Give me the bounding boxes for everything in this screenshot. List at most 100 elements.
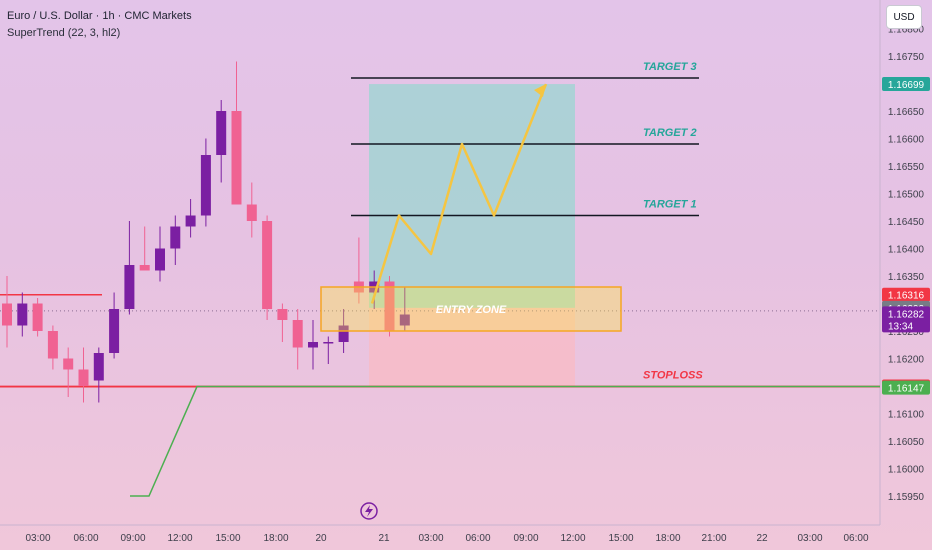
candle <box>399 287 410 331</box>
candle <box>170 215 181 265</box>
y-tick-label: 1.16500 <box>888 190 925 201</box>
candle <box>231 61 242 205</box>
candle-body <box>277 309 288 320</box>
x-tick-label: 15:00 <box>215 533 240 544</box>
x-tick-label: 20 <box>315 533 327 544</box>
x-tick-label: 12:00 <box>560 533 585 544</box>
entry-zone-label: ENTRY ZONE <box>436 304 507 316</box>
y-tick-label: 1.16350 <box>888 272 925 283</box>
candle <box>47 325 58 370</box>
candle <box>308 320 318 370</box>
candle-body <box>78 369 89 386</box>
y-tick-label: 1.16800 <box>888 25 925 36</box>
candle <box>200 138 211 227</box>
candle-body <box>323 342 334 344</box>
x-tick-label: 21:00 <box>701 533 726 544</box>
candle-body <box>308 342 318 348</box>
price-label-box <box>882 287 930 302</box>
indicator-label[interactable]: SuperTrend (22, 3, hl2) <box>7 27 121 39</box>
candle-body <box>399 314 410 326</box>
price-label-box <box>882 77 930 92</box>
price-label-box <box>882 306 930 333</box>
y-tick-label: 1.16450 <box>888 217 925 228</box>
y-tick-label: 1.16650 <box>888 107 925 118</box>
candle-body <box>292 320 303 348</box>
price-label-text: 1.16316 <box>888 291 925 302</box>
candle-body <box>170 226 181 249</box>
candle <box>155 226 165 282</box>
candle <box>277 303 288 342</box>
candle <box>93 347 104 403</box>
countdown-text: 13:34 <box>888 321 913 332</box>
y-tick-label: 1.16200 <box>888 355 925 366</box>
symbol-title[interactable]: Euro / U.S. Dollar · 1h · CMC Markets <box>7 10 192 22</box>
x-tick-label: 06:00 <box>73 533 98 544</box>
y-tick-label: 1.16050 <box>888 437 925 448</box>
y-tick-label: 1.16600 <box>888 135 925 146</box>
candle-body <box>2 303 12 326</box>
candle-body <box>139 265 150 271</box>
price-label-text: 1.16699 <box>888 80 925 91</box>
candle-body <box>216 111 227 155</box>
candle <box>292 309 303 370</box>
candle-body <box>155 248 165 271</box>
candle-body <box>17 303 28 326</box>
lightning-glyph <box>365 505 373 517</box>
candle <box>17 292 28 337</box>
candle-body <box>32 303 43 331</box>
candle <box>323 336 334 364</box>
x-tick-label: 12:00 <box>167 533 192 544</box>
candle-body <box>262 221 273 309</box>
candle <box>109 292 120 359</box>
x-tick-label: 06:00 <box>465 533 490 544</box>
candle <box>185 199 196 238</box>
x-tick-label: 09:00 <box>120 533 145 544</box>
candle <box>63 347 74 397</box>
x-tick-label: 03:00 <box>25 533 50 544</box>
candle <box>139 226 150 271</box>
y-tick-label: 1.16000 <box>888 465 925 476</box>
candle <box>124 221 135 315</box>
stoploss-label: STOPLOSS <box>643 370 703 382</box>
session-marker-icon[interactable] <box>360 502 378 520</box>
candle-body <box>338 325 349 342</box>
target-label: TARGET 2 <box>643 127 697 139</box>
candle-body <box>384 281 395 331</box>
y-tick-label: 1.16250 <box>888 327 925 338</box>
session-marker-ring <box>360 502 378 520</box>
reward-zone <box>369 84 575 308</box>
y-tick-label: 1.16100 <box>888 410 925 421</box>
price-label-box <box>882 380 930 395</box>
y-tick-label: 1.15950 <box>888 492 925 503</box>
x-tick-label: 03:00 <box>797 533 822 544</box>
candle <box>384 276 395 337</box>
price-label: 1.16316 <box>882 287 930 302</box>
x-tick-label: 21 <box>378 533 390 544</box>
candle-body <box>200 155 211 216</box>
candle-body <box>63 358 74 370</box>
y-tick-label: 1.16400 <box>888 245 925 256</box>
entry-zone-box <box>320 286 622 332</box>
candle <box>78 347 89 403</box>
candle-body <box>47 331 58 359</box>
x-tick-label: 18:00 <box>263 533 288 544</box>
price-label: 1.16147 <box>882 380 930 395</box>
candle <box>262 215 273 320</box>
projected-arrowhead <box>534 84 546 98</box>
candle-body <box>124 265 135 309</box>
candle-body <box>231 111 242 205</box>
price-label-text: 1.16282 <box>888 309 925 320</box>
candle <box>246 182 257 238</box>
x-tick-label: 15:00 <box>608 533 633 544</box>
candle-body <box>185 215 196 227</box>
candle <box>2 276 12 348</box>
candle-body <box>246 204 257 221</box>
x-tick-label: 03:00 <box>418 533 443 544</box>
currency-button[interactable]: USD <box>886 5 922 29</box>
x-tick-label: 18:00 <box>655 533 680 544</box>
candle <box>32 298 43 337</box>
x-tick-label: 06:00 <box>843 533 868 544</box>
y-tick-label: 1.16550 <box>888 162 925 173</box>
